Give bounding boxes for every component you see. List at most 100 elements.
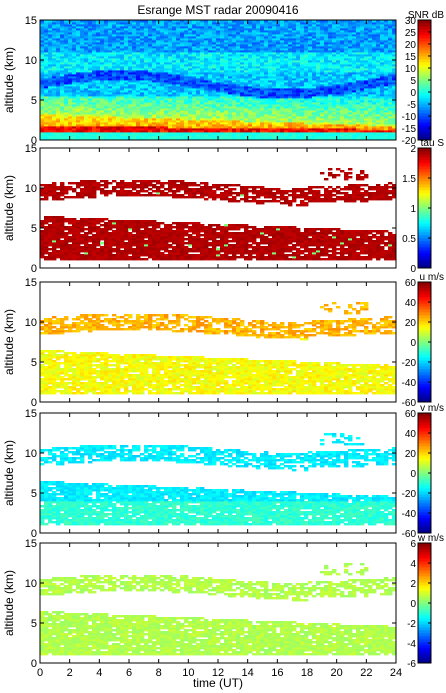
heatmap-cell — [68, 66, 73, 69]
heatmap-cell — [212, 96, 217, 99]
heatmap-cell — [340, 26, 345, 29]
heatmap-cell — [148, 118, 153, 121]
heatmap-cell — [344, 78, 349, 81]
heatmap-cell — [168, 20, 173, 23]
heatmap-cell — [132, 88, 137, 91]
heatmap-cell — [72, 34, 77, 37]
heatmap-cell — [136, 50, 141, 53]
heatmap-cell — [360, 130, 365, 133]
heatmap-cell — [88, 52, 93, 55]
heatmap-cell — [120, 128, 125, 131]
heatmap-cell — [104, 70, 109, 73]
heatmap-cell — [328, 92, 333, 95]
heatmap-cell — [88, 74, 93, 77]
heatmap-cell — [340, 22, 345, 25]
heatmap-cell — [128, 54, 133, 57]
heatmap-cell — [284, 62, 289, 65]
heatmap-cell — [228, 106, 233, 109]
heatmap-cell — [164, 104, 169, 107]
heatmap-cell — [312, 104, 317, 107]
heatmap-cell — [272, 50, 277, 53]
heatmap-cell — [336, 70, 341, 73]
heatmap-cell — [56, 46, 61, 49]
heatmap-cell — [84, 36, 89, 39]
heatmap-cell — [152, 134, 157, 137]
heatmap-cell — [264, 26, 269, 29]
heatmap-cell — [144, 92, 149, 95]
heatmap-cell — [148, 92, 153, 95]
heatmap-cell — [244, 124, 249, 127]
heatmap-cell — [304, 28, 309, 31]
heatmap-cell — [124, 20, 129, 23]
heatmap-cell — [336, 106, 341, 109]
heatmap-cell — [228, 26, 233, 29]
heatmap-cell — [232, 58, 237, 61]
heatmap-cell — [236, 42, 241, 45]
heatmap-cell — [200, 134, 205, 137]
heatmap-cell — [56, 138, 61, 141]
heatmap-cell — [52, 108, 57, 111]
heatmap-cell — [80, 138, 85, 141]
heatmap-cell — [76, 100, 81, 103]
heatmap-cell — [280, 22, 285, 25]
heatmap-cell — [44, 40, 49, 43]
heatmap-cell — [324, 138, 329, 141]
heatmap-cell — [88, 90, 93, 93]
heatmap-cell — [148, 90, 153, 93]
heatmap-cell — [316, 64, 321, 67]
heatmap-cell — [208, 72, 213, 75]
heatmap-cell — [288, 126, 293, 129]
heatmap-cell — [216, 24, 221, 27]
heatmap-cell — [320, 72, 325, 75]
heatmap-cell — [204, 128, 209, 131]
heatmap-cell — [64, 80, 69, 83]
heatmap-cell — [224, 36, 229, 39]
heatmap-cell — [128, 126, 133, 129]
heatmap-cell — [220, 36, 225, 39]
heatmap-cell — [164, 80, 169, 83]
heatmap-cell — [76, 96, 81, 99]
heatmap-cell — [332, 112, 337, 115]
heatmap-cell — [232, 54, 237, 57]
heatmap-cell — [104, 56, 109, 59]
heatmap-cell — [236, 112, 241, 115]
heatmap-cell — [148, 58, 153, 61]
heatmap-cell — [204, 32, 209, 35]
heatmap-cell — [252, 76, 257, 79]
heatmap-cell — [224, 108, 229, 111]
heatmap-cell — [344, 138, 349, 141]
heatmap-cell — [324, 28, 329, 31]
heatmap-cell — [68, 34, 73, 37]
heatmap-cell — [160, 24, 165, 27]
heatmap-cell — [84, 76, 89, 79]
heatmap-cell — [316, 26, 321, 29]
heatmap-cell — [168, 128, 173, 131]
heatmap-cell — [344, 50, 349, 53]
heatmap-cell — [152, 112, 157, 115]
heatmap-cell — [84, 88, 89, 91]
heatmap-cell — [192, 22, 197, 25]
heatmap-cell — [104, 58, 109, 61]
heatmap-cell — [160, 44, 165, 47]
heatmap-cell — [140, 24, 145, 27]
heatmap-cell — [172, 26, 177, 29]
heatmap-cell — [44, 22, 49, 25]
heatmap-cell — [276, 68, 281, 71]
heatmap-cell — [180, 94, 185, 97]
heatmap-cell — [316, 72, 321, 75]
heatmap-cell — [288, 78, 293, 81]
heatmap-cell — [176, 84, 181, 87]
heatmap-cell — [40, 24, 45, 27]
heatmap-cell — [356, 88, 361, 91]
heatmap-cell — [104, 60, 109, 63]
heatmap-cell — [276, 52, 281, 55]
heatmap-cell — [172, 50, 177, 53]
heatmap-cell — [224, 42, 229, 45]
heatmap-cell — [372, 122, 377, 125]
heatmap-cell — [216, 102, 221, 105]
heatmap-cell — [328, 96, 333, 99]
heatmap-cell — [60, 70, 65, 73]
heatmap-cell — [184, 22, 189, 25]
heatmap-cell — [364, 40, 369, 43]
heatmap-cell — [244, 126, 249, 129]
